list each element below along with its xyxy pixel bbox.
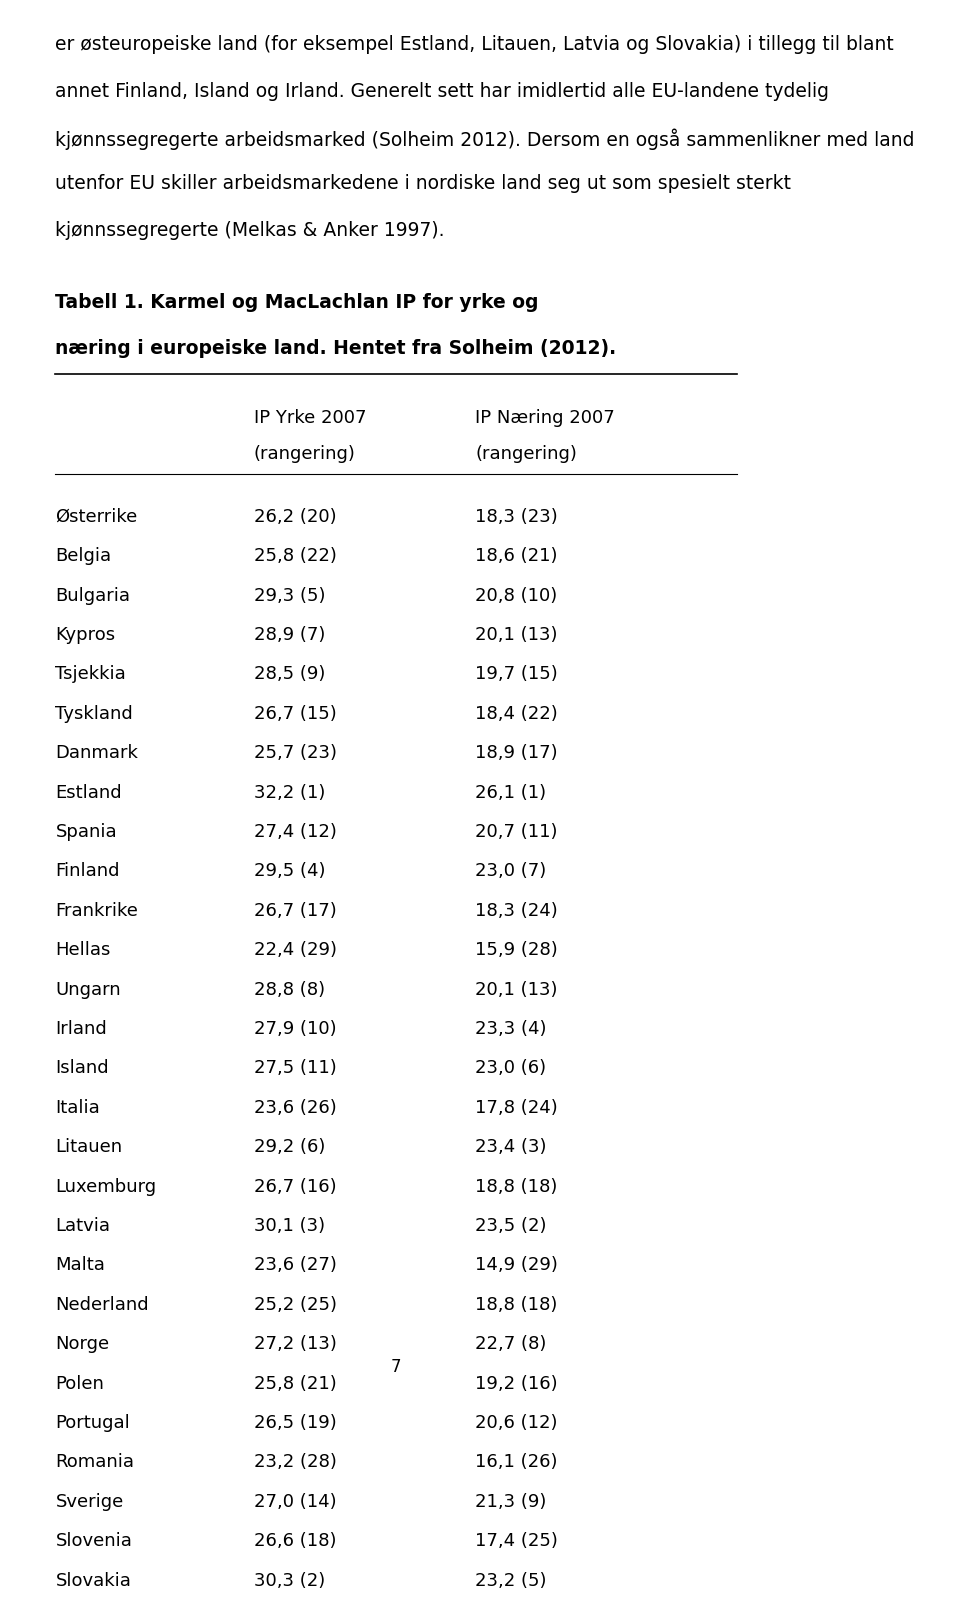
Text: IP Yrke 2007: IP Yrke 2007 xyxy=(253,409,366,427)
Text: 26,1 (1): 26,1 (1) xyxy=(475,784,546,802)
Text: Estland: Estland xyxy=(56,784,122,802)
Text: 23,0 (7): 23,0 (7) xyxy=(475,863,546,881)
Text: kjønnssegregerte arbeidsmarked (Solheim 2012). Dersom en også sammenlikner med l: kjønnssegregerte arbeidsmarked (Solheim … xyxy=(56,128,915,149)
Text: Tabell 1. Karmel og MacLachlan IP for yrke og: Tabell 1. Karmel og MacLachlan IP for yr… xyxy=(56,292,539,311)
Text: (rangering): (rangering) xyxy=(253,444,355,464)
Text: Ungarn: Ungarn xyxy=(56,980,121,999)
Text: Sverige: Sverige xyxy=(56,1493,124,1511)
Text: 26,7 (15): 26,7 (15) xyxy=(253,704,336,723)
Text: 18,3 (23): 18,3 (23) xyxy=(475,508,558,526)
Text: 26,6 (18): 26,6 (18) xyxy=(253,1532,336,1549)
Text: 28,5 (9): 28,5 (9) xyxy=(253,666,324,683)
Text: Tyskland: Tyskland xyxy=(56,704,133,723)
Text: 23,3 (4): 23,3 (4) xyxy=(475,1020,547,1038)
Text: Spania: Spania xyxy=(56,823,117,840)
Text: 17,4 (25): 17,4 (25) xyxy=(475,1532,559,1549)
Text: 18,8 (18): 18,8 (18) xyxy=(475,1296,558,1314)
Text: Slovenia: Slovenia xyxy=(56,1532,132,1549)
Text: Italia: Italia xyxy=(56,1099,100,1116)
Text: 25,2 (25): 25,2 (25) xyxy=(253,1296,337,1314)
Text: 32,2 (1): 32,2 (1) xyxy=(253,784,324,802)
Text: 23,6 (26): 23,6 (26) xyxy=(253,1099,336,1116)
Text: Danmark: Danmark xyxy=(56,744,138,762)
Text: Litauen: Litauen xyxy=(56,1139,123,1156)
Text: utenfor EU skiller arbeidsmarkedene i nordiske land seg ut som spesielt sterkt: utenfor EU skiller arbeidsmarkedene i no… xyxy=(56,175,791,194)
Text: Nederland: Nederland xyxy=(56,1296,149,1314)
Text: 23,0 (6): 23,0 (6) xyxy=(475,1059,546,1078)
Text: Kypros: Kypros xyxy=(56,626,115,645)
Text: Romania: Romania xyxy=(56,1453,134,1471)
Text: 29,2 (6): 29,2 (6) xyxy=(253,1139,324,1156)
Text: 30,3 (2): 30,3 (2) xyxy=(253,1572,324,1590)
Text: 22,4 (29): 22,4 (29) xyxy=(253,942,337,959)
Text: Irland: Irland xyxy=(56,1020,108,1038)
Text: 20,1 (13): 20,1 (13) xyxy=(475,626,558,645)
Text: Hellas: Hellas xyxy=(56,942,110,959)
Text: Malta: Malta xyxy=(56,1256,106,1274)
Text: Tsjekkia: Tsjekkia xyxy=(56,666,126,683)
Text: 17,8 (24): 17,8 (24) xyxy=(475,1099,558,1116)
Text: Norge: Norge xyxy=(56,1335,109,1354)
Text: er østeuropeiske land (for eksempel Estland, Litauen, Latvia og Slovakia) i till: er østeuropeiske land (for eksempel Estl… xyxy=(56,35,894,55)
Text: kjønnssegregerte (Melkas & Anker 1997).: kjønnssegregerte (Melkas & Anker 1997). xyxy=(56,221,445,241)
Text: 18,3 (24): 18,3 (24) xyxy=(475,901,558,919)
Text: Finland: Finland xyxy=(56,863,120,881)
Text: 25,7 (23): 25,7 (23) xyxy=(253,744,337,762)
Text: 14,9 (29): 14,9 (29) xyxy=(475,1256,559,1274)
Text: Luxemburg: Luxemburg xyxy=(56,1177,156,1195)
Text: 18,8 (18): 18,8 (18) xyxy=(475,1177,558,1195)
Text: 20,6 (12): 20,6 (12) xyxy=(475,1415,558,1432)
Text: 25,8 (21): 25,8 (21) xyxy=(253,1375,336,1392)
Text: 28,8 (8): 28,8 (8) xyxy=(253,980,324,999)
Text: 25,8 (22): 25,8 (22) xyxy=(253,547,336,565)
Text: 27,0 (14): 27,0 (14) xyxy=(253,1493,336,1511)
Text: 30,1 (3): 30,1 (3) xyxy=(253,1217,324,1235)
Text: 22,7 (8): 22,7 (8) xyxy=(475,1335,547,1354)
Text: Latvia: Latvia xyxy=(56,1217,110,1235)
Text: Slovakia: Slovakia xyxy=(56,1572,132,1590)
Text: 29,5 (4): 29,5 (4) xyxy=(253,863,325,881)
Text: 27,2 (13): 27,2 (13) xyxy=(253,1335,336,1354)
Text: 18,6 (21): 18,6 (21) xyxy=(475,547,558,565)
Text: Østerrike: Østerrike xyxy=(56,508,137,526)
Text: 19,2 (16): 19,2 (16) xyxy=(475,1375,558,1392)
Text: Belgia: Belgia xyxy=(56,547,111,565)
Text: IP Næring 2007: IP Næring 2007 xyxy=(475,409,615,427)
Text: 23,5 (2): 23,5 (2) xyxy=(475,1217,547,1235)
Text: 27,5 (11): 27,5 (11) xyxy=(253,1059,336,1078)
Text: 7: 7 xyxy=(391,1359,401,1376)
Text: 23,6 (27): 23,6 (27) xyxy=(253,1256,336,1274)
Text: Portugal: Portugal xyxy=(56,1415,131,1432)
Text: Bulgaria: Bulgaria xyxy=(56,587,131,605)
Text: 29,3 (5): 29,3 (5) xyxy=(253,587,325,605)
Text: 26,7 (16): 26,7 (16) xyxy=(253,1177,336,1195)
Text: næring i europeiske land. Hentet fra Solheim (2012).: næring i europeiske land. Hentet fra Sol… xyxy=(56,338,616,358)
Text: 26,2 (20): 26,2 (20) xyxy=(253,508,336,526)
Text: Frankrike: Frankrike xyxy=(56,901,138,919)
Text: (rangering): (rangering) xyxy=(475,444,577,464)
Text: 26,5 (19): 26,5 (19) xyxy=(253,1415,336,1432)
Text: 23,2 (28): 23,2 (28) xyxy=(253,1453,336,1471)
Text: 20,8 (10): 20,8 (10) xyxy=(475,587,558,605)
Text: 27,9 (10): 27,9 (10) xyxy=(253,1020,336,1038)
Text: 27,4 (12): 27,4 (12) xyxy=(253,823,336,840)
Text: 18,4 (22): 18,4 (22) xyxy=(475,704,558,723)
Text: 23,4 (3): 23,4 (3) xyxy=(475,1139,547,1156)
Text: Polen: Polen xyxy=(56,1375,105,1392)
Text: Island: Island xyxy=(56,1059,109,1078)
Text: 23,2 (5): 23,2 (5) xyxy=(475,1572,547,1590)
Text: 20,1 (13): 20,1 (13) xyxy=(475,980,558,999)
Text: 16,1 (26): 16,1 (26) xyxy=(475,1453,558,1471)
Text: 15,9 (28): 15,9 (28) xyxy=(475,942,558,959)
Text: annet Finland, Island og Irland. Generelt sett har imidlertid alle EU-landene ty: annet Finland, Island og Irland. Generel… xyxy=(56,82,829,101)
Text: 20,7 (11): 20,7 (11) xyxy=(475,823,558,840)
Text: 26,7 (17): 26,7 (17) xyxy=(253,901,336,919)
Text: 28,9 (7): 28,9 (7) xyxy=(253,626,324,645)
Text: 18,9 (17): 18,9 (17) xyxy=(475,744,558,762)
Text: 21,3 (9): 21,3 (9) xyxy=(475,1493,547,1511)
Text: 19,7 (15): 19,7 (15) xyxy=(475,666,558,683)
